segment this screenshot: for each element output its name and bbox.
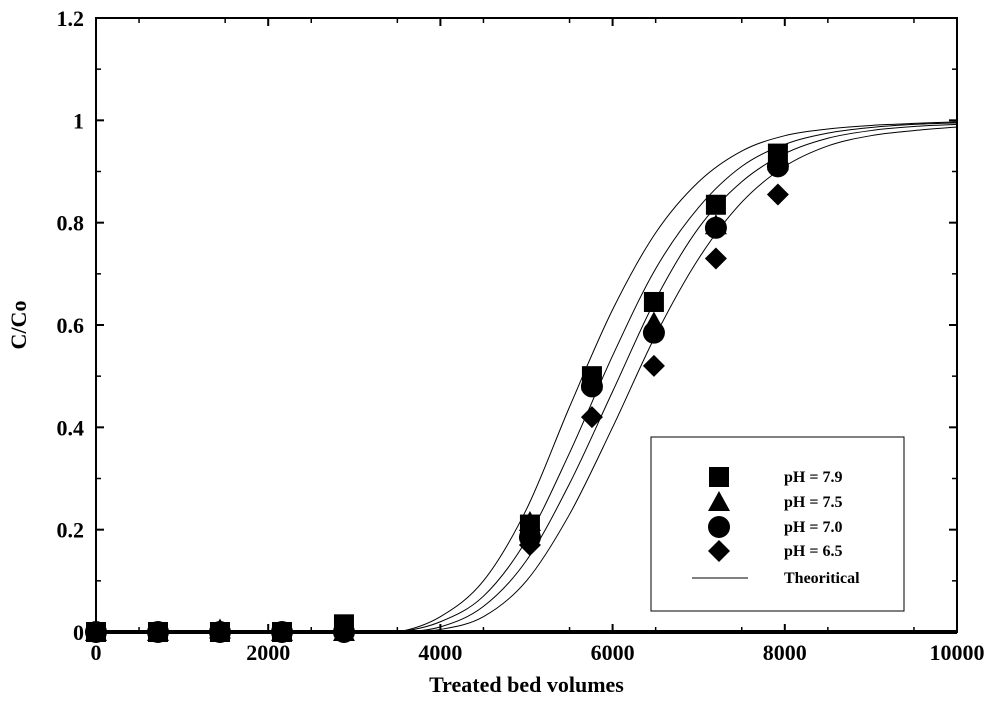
legend-label: pH = 7.9 (784, 469, 842, 486)
legend-box (650, 436, 905, 612)
data-point-circle (642, 321, 665, 344)
x-axis-title: Treated bed volumes (429, 672, 624, 697)
data-point-diamond (766, 183, 789, 206)
y-tick-label: 1.2 (57, 6, 85, 31)
y-tick-label: 0.8 (57, 211, 85, 236)
theoretical-curve (354, 121, 958, 634)
y-tick-label: 0.4 (57, 415, 85, 440)
y-axis-title: C/Co (6, 301, 31, 350)
data-point-diamond (518, 534, 541, 557)
y-tick-label: 0.2 (57, 518, 85, 543)
data-point-circle (580, 375, 603, 398)
data-points (85, 143, 789, 643)
data-point-square (643, 291, 664, 312)
data-point-circle (704, 216, 727, 239)
y-tick-label: 0 (73, 620, 84, 645)
legend-label: pH = 6.5 (784, 543, 842, 560)
data-point-diamond (642, 354, 665, 377)
legend: pH = 7.9 pH = 7.5 pH = 7.0 pH = 6.5 Theoriti… (650, 436, 905, 612)
x-tick-label: 4000 (418, 640, 462, 665)
data-point-diamond (704, 247, 727, 270)
legend-marker-diamond (708, 540, 730, 562)
legend-label: Theoritical (784, 570, 860, 587)
legend-label: pH = 7.0 (784, 519, 842, 536)
data-point-diamond (580, 406, 603, 429)
data-point-circle (766, 155, 789, 178)
legend-marker-square (709, 467, 729, 487)
y-tick-label: 1 (73, 108, 84, 133)
legend-items: pH = 7.9 pH = 7.5 pH = 7.0 pH = 6.5 Theoriti… (692, 467, 860, 587)
legend-marker-circle (708, 516, 730, 538)
x-tick-label: 6000 (591, 640, 635, 665)
axis-ticks: 0 2000 4000 6000 8000 10000 0 0.2 0.4 0.6 0.8 1 1.2 (57, 6, 985, 665)
data-point-triangle (518, 510, 541, 531)
x-tick-label: 2000 (246, 640, 290, 665)
theoretical-curve (354, 123, 958, 633)
x-tick-label: 8000 (763, 640, 807, 665)
x-tick-label: 10000 (930, 640, 985, 665)
legend-label: pH = 7.5 (784, 494, 842, 511)
theoretical-curve (354, 122, 958, 634)
data-point-square (705, 194, 726, 215)
legend-marker-triangle (708, 491, 730, 511)
y-tick-label: 0.6 (57, 313, 85, 338)
x-tick-label: 0 (91, 640, 102, 665)
